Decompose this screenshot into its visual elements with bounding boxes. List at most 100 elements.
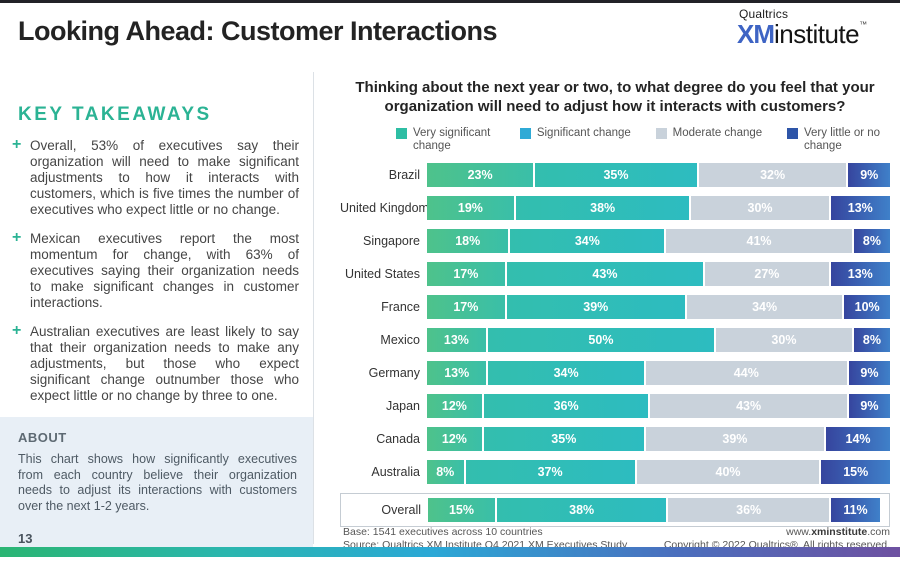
bar-segment: 40% bbox=[636, 460, 820, 484]
bar-segment: 8% bbox=[853, 328, 891, 352]
legend-swatch-very-little bbox=[786, 128, 798, 139]
bar-segment: 39% bbox=[645, 427, 825, 451]
takeaway-text: Mexican executives report the most momen… bbox=[30, 231, 299, 310]
logo-institute-text: institute bbox=[774, 19, 860, 49]
stacked-bar: 19% 38% 30% 13% bbox=[427, 196, 890, 220]
country-label: Japan bbox=[385, 399, 420, 413]
bar-segment: 32% bbox=[698, 163, 847, 187]
bar-segment: 11% bbox=[830, 498, 881, 522]
chart-legend: Very significant change Significant chan… bbox=[396, 127, 886, 153]
logo-brand-text: Qualtrics bbox=[739, 7, 789, 21]
bar-segment: 36% bbox=[668, 498, 829, 522]
country-label: Singapore bbox=[363, 234, 420, 248]
bar-segment: 9% bbox=[848, 361, 890, 385]
chart-row: Japan 12% 36% 43% 9% bbox=[340, 394, 890, 418]
legend-label: Significant change bbox=[536, 127, 631, 139]
takeaway-item: + Mexican executives report the most mom… bbox=[0, 229, 299, 311]
stacked-bar: 12% 36% 43% 9% bbox=[427, 394, 890, 418]
legend-swatch-significant bbox=[519, 128, 531, 139]
bar-segment: 19% bbox=[427, 196, 514, 220]
bar-segment: 18% bbox=[427, 229, 509, 253]
chart-row: Germany 13% 34% 44% 9% bbox=[340, 361, 890, 385]
chart-row: Australia 8% 37% 40% 15% bbox=[340, 460, 890, 484]
key-takeaways-sidebar: KEY TAKEAWAYS + Overall, 53% of executiv… bbox=[0, 70, 313, 417]
country-label: United Kingdom bbox=[340, 201, 429, 215]
bar-segment: 17% bbox=[427, 295, 505, 319]
bar-segment: 15% bbox=[821, 460, 890, 484]
overall-highlight-box: Overall 15% 38% 36% 11% bbox=[340, 493, 890, 527]
country-label: Mexico bbox=[380, 333, 420, 347]
about-box: ABOUT This chart shows how significantly… bbox=[0, 417, 313, 547]
chart-panel: Thinking about the next year or two, to … bbox=[340, 78, 891, 527]
bar-segment: 14% bbox=[826, 427, 891, 451]
bar-segment: 15% bbox=[428, 498, 495, 522]
stacked-bar: 15% 38% 36% 11% bbox=[428, 498, 881, 522]
plus-bullet-icon: + bbox=[12, 229, 22, 246]
stacked-bar: 23% 35% 32% 9% bbox=[427, 163, 890, 187]
page-title: Looking Ahead: Customer Interactions bbox=[18, 16, 498, 46]
bar-segment: 27% bbox=[705, 262, 829, 286]
bar-segment: 43% bbox=[650, 394, 847, 418]
about-text: This chart shows how significantly execu… bbox=[18, 452, 297, 513]
chart-row: Mexico 13% 50% 30% 8% bbox=[340, 328, 891, 352]
bar-segment: 35% bbox=[535, 163, 697, 187]
legend-item: Very little or no change bbox=[786, 127, 886, 153]
bar-segment: 8% bbox=[427, 460, 464, 484]
chart-row: Canada 12% 35% 39% 14% bbox=[340, 427, 891, 451]
legend-item: Moderate change bbox=[655, 127, 763, 140]
plus-bullet-icon: + bbox=[12, 322, 22, 339]
country-label: Germany bbox=[368, 366, 420, 380]
bar-segment: 17% bbox=[427, 262, 505, 286]
bar-segment: 13% bbox=[830, 196, 890, 220]
vertical-divider bbox=[313, 72, 314, 544]
bar-segment: 36% bbox=[483, 394, 649, 418]
legend-item: Significant change bbox=[519, 127, 631, 140]
country-label: Overall bbox=[381, 503, 421, 517]
bar-segment: 38% bbox=[496, 498, 667, 522]
chart-row: Singapore 18% 34% 41% 8% bbox=[340, 229, 891, 253]
bar-segment: 12% bbox=[427, 394, 482, 418]
about-heading: ABOUT bbox=[18, 430, 67, 445]
stacked-bar: 13% 50% 30% 8% bbox=[427, 328, 891, 352]
bar-segment: 13% bbox=[427, 361, 487, 385]
legend-label: Moderate change bbox=[672, 127, 763, 139]
bottom-gradient-bar bbox=[0, 547, 900, 557]
footer-website-link[interactable]: www.xminstitute.com bbox=[664, 526, 890, 539]
qualtrics-xm-institute-logo: Qualtrics XMinstitute™ bbox=[737, 8, 867, 47]
bar-segment: 30% bbox=[716, 328, 852, 352]
takeaway-item: + Australian executives are least likely… bbox=[0, 322, 299, 404]
website-suffix: .com bbox=[867, 526, 890, 538]
takeaway-item: + Overall, 53% of executives say their o… bbox=[0, 136, 299, 218]
bar-segment: 43% bbox=[506, 262, 704, 286]
bar-segment: 8% bbox=[853, 229, 891, 253]
chart-row: Overall 15% 38% 36% 11% bbox=[341, 498, 881, 522]
bar-segment: 37% bbox=[465, 460, 635, 484]
bar-segment: 10% bbox=[844, 295, 890, 319]
bar-segment: 9% bbox=[848, 394, 890, 418]
bar-segment: 34% bbox=[488, 361, 644, 385]
plus-bullet-icon: + bbox=[12, 136, 22, 153]
bar-segment: 13% bbox=[830, 262, 890, 286]
chart-row: France 17% 39% 34% 10% bbox=[340, 295, 890, 319]
bar-segment: 34% bbox=[686, 295, 843, 319]
chart-row: United Kingdom 19% 38% 30% 13% bbox=[340, 196, 890, 220]
legend-label: Very little or no change bbox=[803, 127, 881, 152]
stacked-bar: 17% 39% 34% 10% bbox=[427, 295, 890, 319]
page-number: 13 bbox=[18, 531, 33, 546]
bar-chart-rows: Brazil 23% 35% 32% 9% United Kingdom 19% 38% 30%… bbox=[340, 163, 891, 527]
logo-wordmark: XMinstitute™ bbox=[737, 19, 867, 49]
chart-row: United States 17% 43% 27% 13% bbox=[340, 262, 890, 286]
bar-segment: 38% bbox=[515, 196, 690, 220]
stacked-bar: 12% 35% 39% 14% bbox=[427, 427, 891, 451]
bar-segment: 44% bbox=[645, 361, 847, 385]
logo-xm-text: XM bbox=[737, 19, 775, 49]
key-takeaways-heading: KEY TAKEAWAYS bbox=[18, 104, 212, 125]
takeaway-text: Australian executives are least likely t… bbox=[30, 324, 299, 403]
country-label: Australia bbox=[371, 465, 420, 479]
country-label: France bbox=[381, 300, 420, 314]
bar-segment: 9% bbox=[848, 163, 890, 187]
bar-segment: 13% bbox=[427, 328, 486, 352]
bar-segment: 50% bbox=[487, 328, 715, 352]
footer-base-text: Base: 1541 executives across 10 countrie… bbox=[343, 526, 543, 538]
website-prefix: www. bbox=[786, 526, 812, 538]
